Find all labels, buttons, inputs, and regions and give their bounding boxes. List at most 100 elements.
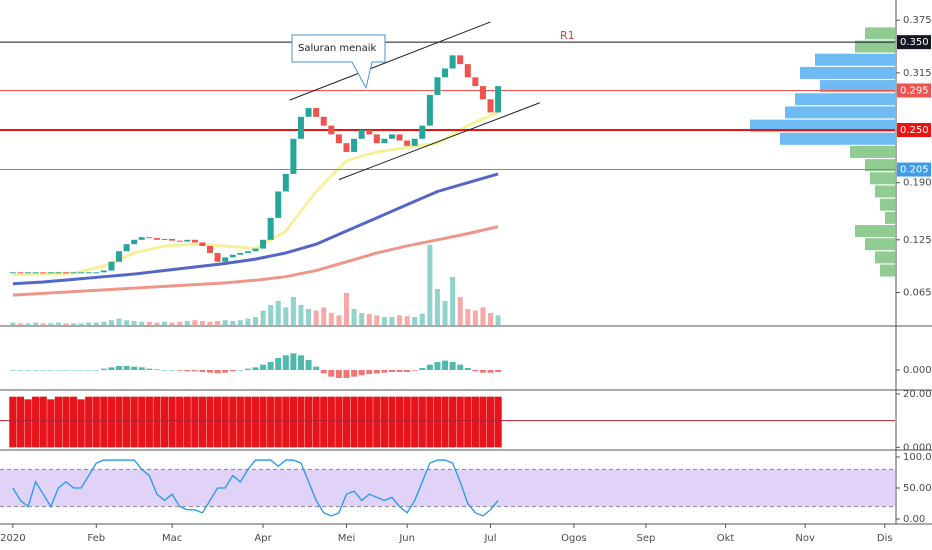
macd-bar xyxy=(146,368,153,370)
macd-bar xyxy=(191,370,198,372)
volume-bar xyxy=(328,313,334,325)
candle xyxy=(260,239,267,249)
macd-bar xyxy=(78,370,85,371)
macd-bar xyxy=(335,370,342,378)
oscillator-bar xyxy=(282,396,290,448)
oscillator-bar xyxy=(183,396,191,448)
candle xyxy=(237,252,244,255)
candle xyxy=(419,125,426,139)
volume-bar xyxy=(25,323,31,325)
stochastic-line xyxy=(12,459,499,517)
candle xyxy=(229,254,236,258)
oscillator-bar xyxy=(130,396,138,448)
volume-bar xyxy=(321,307,327,325)
macd-bar xyxy=(366,370,373,374)
level-label: 0.350 xyxy=(900,37,929,48)
candle xyxy=(214,252,221,262)
volume-bar xyxy=(366,313,372,325)
volume-bar xyxy=(252,317,258,325)
oscillator-bar xyxy=(229,396,237,448)
volume-bar xyxy=(260,310,266,325)
oscillator-bar xyxy=(251,396,260,448)
candle xyxy=(199,242,206,246)
volume-bar xyxy=(336,315,342,325)
macd-bar xyxy=(404,370,411,372)
candle xyxy=(366,130,373,135)
macd-bar xyxy=(419,368,426,370)
y-tick-label: 0.000 xyxy=(903,442,932,453)
volume-bar xyxy=(397,315,403,325)
volume-bar xyxy=(472,310,478,325)
oscillator-bar xyxy=(115,396,123,448)
volume-bar xyxy=(124,320,130,325)
oscillator-bar xyxy=(92,396,100,448)
candle xyxy=(207,245,214,253)
y-tick-label: 50.00 xyxy=(903,483,932,494)
macd-bar xyxy=(396,370,403,372)
y-tick-label: 0.315 xyxy=(903,68,932,79)
candle xyxy=(267,217,274,240)
oscillator-bar xyxy=(449,396,457,448)
y-tick-label: 0.00 xyxy=(903,514,925,525)
candle xyxy=(328,125,335,135)
volume-profile-bar xyxy=(865,27,895,40)
macd-bar xyxy=(161,370,168,371)
macd-bar xyxy=(207,370,214,373)
oscillator-bar xyxy=(168,396,176,448)
oscillator-bar xyxy=(32,396,40,448)
volume-bar xyxy=(480,307,486,325)
x-tick-label: Sep xyxy=(637,533,656,544)
macd-bar xyxy=(25,370,32,371)
macd-bar xyxy=(252,367,259,370)
volume-bar xyxy=(146,321,152,325)
volume-bar xyxy=(298,305,304,325)
candle xyxy=(85,272,92,274)
macd-bar xyxy=(40,370,47,371)
oscillator-bar xyxy=(85,396,93,448)
oscillator-bar xyxy=(54,396,62,448)
oscillator-bar xyxy=(244,396,252,448)
candle xyxy=(47,272,54,274)
volume-bar xyxy=(465,309,471,325)
oscillator-bar xyxy=(259,396,267,448)
oscillator-bar xyxy=(395,396,404,448)
macd-bar xyxy=(131,366,138,370)
oscillator-bar xyxy=(145,396,153,448)
oscillator-bar xyxy=(350,396,358,448)
candle xyxy=(396,134,403,141)
moving-average xyxy=(12,225,499,297)
volume-bar xyxy=(184,321,190,325)
macd-bar xyxy=(434,362,441,370)
macd-bar xyxy=(9,370,16,371)
callout xyxy=(291,34,386,90)
candle xyxy=(184,239,191,242)
x-tick-label: Mei xyxy=(338,533,356,544)
oscillator-bar xyxy=(153,396,161,448)
candle xyxy=(434,77,441,95)
candle xyxy=(32,272,39,274)
macd-bar xyxy=(244,368,251,370)
oscillator-bar xyxy=(486,396,495,448)
x-tick-label: Feb xyxy=(87,533,105,544)
volume-profile-bar xyxy=(880,264,895,277)
volume-bar xyxy=(86,322,92,325)
oscillator-bar xyxy=(274,396,282,448)
volume-bar xyxy=(33,322,39,325)
volume-profile-bar xyxy=(865,159,895,172)
volume-bar xyxy=(404,316,410,325)
oscillator-bar xyxy=(39,396,47,448)
macd-bar xyxy=(176,370,183,371)
oscillator-bar xyxy=(335,396,343,448)
macd-bar xyxy=(70,370,77,371)
macd-bar xyxy=(426,364,433,370)
volume-bar xyxy=(40,323,46,325)
candle xyxy=(123,244,130,252)
macd-bar xyxy=(62,370,69,371)
candle xyxy=(282,173,289,192)
macd-bar xyxy=(282,355,289,370)
volume-bar xyxy=(215,321,221,325)
macd-bar xyxy=(297,355,304,370)
macd-bar xyxy=(85,370,92,371)
volume-bar xyxy=(389,317,395,325)
